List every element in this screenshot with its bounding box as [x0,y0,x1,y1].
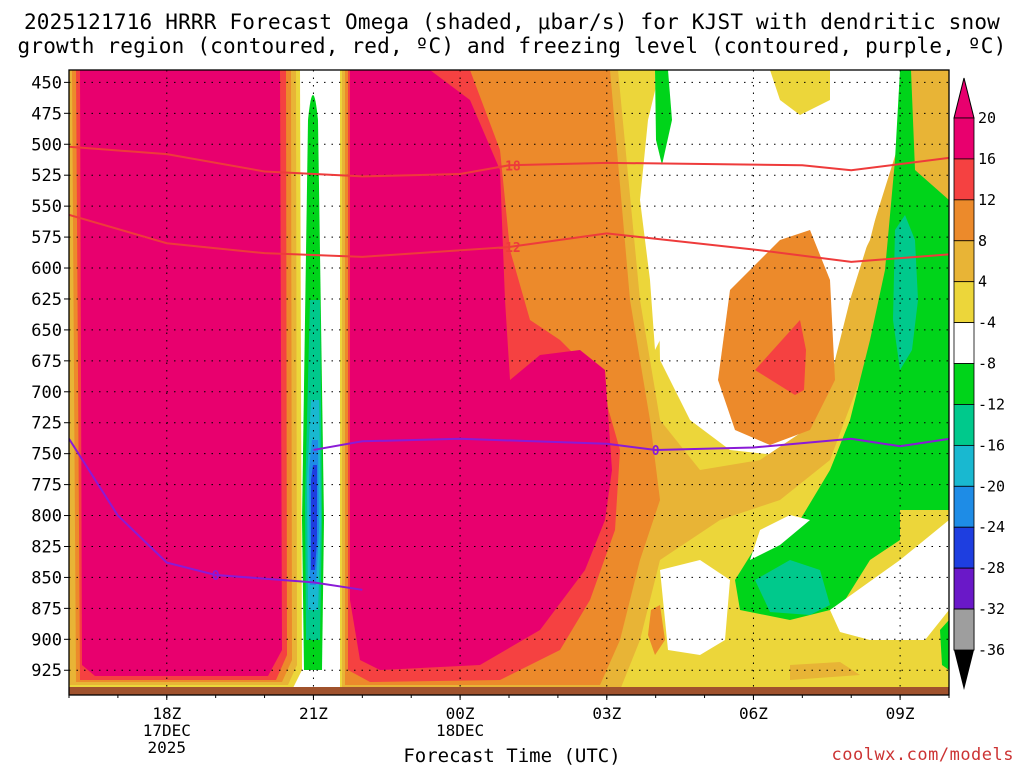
omega-shading [69,70,949,695]
colorbar-label: -4 [978,314,996,332]
x-tick-label: 21Z [299,704,328,723]
colorbar-swatch [953,608,975,651]
colorbar-swatch [953,444,975,487]
colorbar-label: 8 [978,232,987,250]
colorbar-label: -36 [978,641,1005,659]
colorbar-top-arrow [953,77,975,119]
x-tick-label: 09Z [886,704,915,723]
colorbar-swatch [953,322,975,364]
freezing-level-contour-label: 0 [652,444,660,459]
colorbar-swatch [953,404,975,446]
colorbar-label: -12 [978,395,1005,413]
colorbar-label: -32 [978,600,1005,618]
y-tick-label: 575 [31,228,62,248]
dgz-contour-line [69,213,949,263]
y-tick-label: 825 [31,537,62,557]
y-tick-label: 800 [31,507,62,527]
colorbar-swatch [953,567,975,610]
colorbar-swatch [953,363,975,405]
right-orange-cells [648,230,835,655]
colorbar-swatch [953,281,975,324]
freezing-level-contour-line [69,438,363,591]
y-tick-label: 675 [31,352,62,372]
colorbar-label: -20 [978,477,1005,495]
colorbar: 20 16 12 8 4 -4 -8 -12 -16 -20 -24 -28 -32 -36 [953,77,1005,690]
narrow-descending-column [302,95,324,670]
dgz-contour-label: -18 [497,159,521,174]
colorbar-swatch [953,485,975,528]
y-tick-label: 750 [31,445,62,465]
colorbar-label: -16 [978,436,1005,454]
left-omega-column [69,70,302,690]
colorbar-label: -8 [978,355,996,373]
colorbar-label: 4 [978,273,987,291]
upper-right-neutral-area [640,70,900,350]
lower-right-neutral-area [660,515,949,690]
y-tick-label: 775 [31,476,62,496]
colorbar-swatch [953,199,975,242]
dgz-contour-line [69,145,949,178]
x-axis-title: Forecast Time (UTC) [403,745,621,767]
colorbar-label: 16 [978,150,996,168]
freezing-level-contour-line [313,437,949,451]
chart-title-line-2: growth region (contoured, red, ºC) and f… [17,34,1007,58]
y-tick-label: 650 [31,321,62,341]
y-tick-label: 550 [31,197,62,217]
source-credit[interactable]: coolwx.com/models [831,745,1014,765]
colorbar-bottom-arrow [954,650,974,690]
y-tick-label: 450 [31,73,62,93]
y-tick-label: 625 [31,290,62,310]
y-tick-label: 900 [31,630,62,650]
colorbar-label: -24 [978,518,1005,536]
x-tick-label: 03Z [592,704,621,723]
right-descending-region [655,70,949,670]
y-tick-label: 875 [31,599,62,619]
x-tick-label: 18DEC [436,721,484,740]
ground-surface-strip [69,687,949,695]
y-tick-label: 475 [31,104,62,124]
y-axis: 450 475 500 525 550 575 600 625 650 675 700 725 750 7… [31,73,69,681]
y-tick-label: 600 [31,259,62,279]
x-tick-label: 06Z [739,704,768,723]
y-tick-label: 525 [31,166,62,186]
chart-title-line-1: 2025121716 HRRR Forecast Omega (shaded, … [23,10,1001,34]
x-tick-label: 00Z [446,704,475,723]
y-tick-label: 850 [31,568,62,588]
colorbar-label: -28 [978,559,1005,577]
y-tick-label: 925 [31,661,62,681]
freezing-level-contour-label: 0 [212,569,220,584]
x-tick-label: 17DEC [143,721,191,740]
colorbar-swatch [953,240,975,283]
x-tick-label: 2025 [148,738,187,757]
x-tick-label: 18Z [152,704,181,723]
colorbar-swatch [953,526,975,569]
dgz-contour-label: -12 [497,241,520,256]
colorbar-swatch [953,158,975,201]
y-tick-label: 700 [31,383,62,403]
contour-lines: -18 -12 0 0 [69,145,949,591]
colorbar-swatch [953,117,975,160]
y-tick-label: 500 [31,135,62,155]
colorbar-label: 20 [978,109,996,127]
colorbar-label: 12 [978,191,996,209]
y-tick-label: 725 [31,414,62,434]
